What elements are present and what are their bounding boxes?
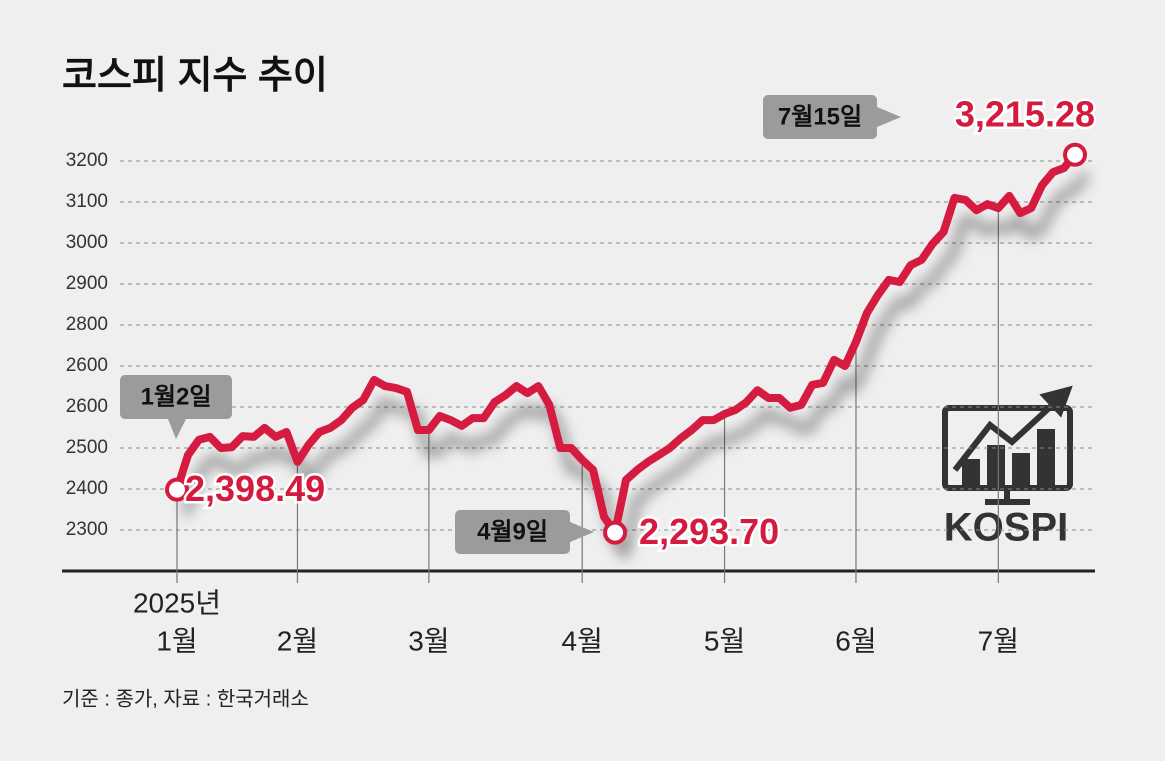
y-tick-label: 2900 bbox=[66, 273, 108, 294]
data-line bbox=[173, 150, 1079, 537]
y-tick-label: 3000 bbox=[66, 232, 108, 253]
annotation-label: 7월15일 bbox=[778, 103, 862, 130]
y-tick-label: 2400 bbox=[66, 478, 108, 499]
logo-text: KOSPI bbox=[944, 506, 1068, 550]
annotation-label: 4월9일 bbox=[477, 518, 548, 545]
value-label: 2,398.49 bbox=[185, 468, 325, 509]
point-marker bbox=[603, 520, 628, 545]
annotation-box bbox=[120, 375, 232, 419]
point-marker bbox=[1063, 142, 1087, 167]
y-tick-label: 2600 bbox=[66, 396, 108, 417]
y-tick-label: 3200 bbox=[66, 150, 108, 171]
annotation-box bbox=[763, 95, 877, 139]
x-tick-label: 2월 bbox=[277, 625, 318, 656]
y-tick-label: 3100 bbox=[66, 191, 108, 212]
annotation-pointer bbox=[570, 522, 594, 542]
x-tick-label: 6월 bbox=[835, 625, 876, 656]
value-label: 3,215.28 bbox=[955, 94, 1095, 135]
footer: 기준 : 종가, 자료 : 한국거래소 bbox=[62, 687, 309, 710]
chart-title: 코스피 지수 추이 bbox=[62, 55, 328, 97]
x-tick-label: 5월 bbox=[704, 625, 745, 656]
annotation-pointer bbox=[877, 107, 901, 127]
y-tick-label: 2500 bbox=[66, 437, 108, 458]
y-tick-label: 2600 bbox=[66, 355, 108, 376]
annotation-box bbox=[455, 510, 570, 554]
x-tick-label: 3월 bbox=[408, 625, 449, 656]
x-axis-title: 2025년 bbox=[133, 587, 221, 618]
y-tick-label: 2300 bbox=[66, 519, 108, 540]
annotation-label: 1월2일 bbox=[141, 383, 212, 410]
x-tick-label: 7월 bbox=[978, 625, 1019, 656]
x-tick-label: 4월 bbox=[562, 625, 603, 656]
annotation-pointer bbox=[168, 419, 186, 439]
point-marker bbox=[165, 477, 189, 502]
value-label: 2,293.70 bbox=[639, 511, 779, 552]
y-tick-label: 2800 bbox=[66, 314, 108, 335]
x-tick-label: 1월 bbox=[156, 625, 197, 656]
